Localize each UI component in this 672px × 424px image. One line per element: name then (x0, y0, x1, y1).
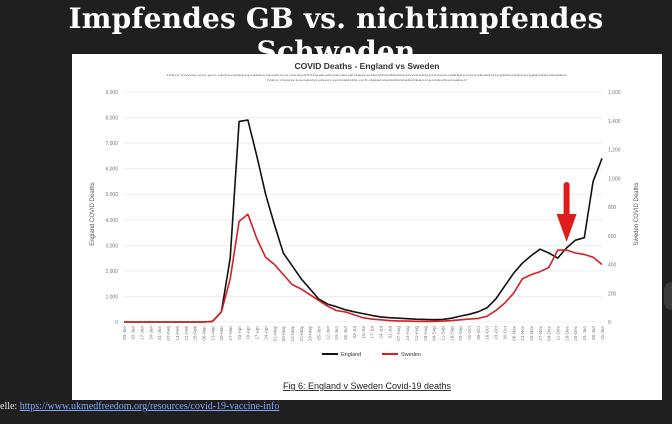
x-tick-label: 21-Aug (414, 326, 419, 341)
x-tick-label: 03-Jul (352, 326, 357, 339)
slide-title: Impfendes GB vs. nichtimpfendes Schweden (68, 2, 604, 68)
left-tick-label: 3,000 (105, 243, 118, 249)
series-lines (124, 119, 603, 323)
right-tick-label: 1,600 (608, 90, 621, 96)
x-tick-label: 04-Dec (547, 325, 552, 341)
right-tick-label: 200 (608, 291, 617, 297)
right-tick-label: 1,000 (608, 176, 621, 182)
x-tick-label: 28-Feb (193, 326, 198, 341)
figure-caption: Fig 6: England v Sweden Covid-19 deaths (283, 381, 452, 391)
x-tick-label: 17-Jul (370, 326, 375, 339)
x-tick-label: 23-Oct (494, 325, 499, 340)
legend-label: England (341, 352, 361, 358)
x-tick-label: 10-Jan (131, 326, 136, 340)
x-tick-label: 06-Mar (201, 326, 206, 341)
x-tick-label: 24-Apr (263, 326, 268, 340)
left-tick-label: 6,000 (105, 167, 118, 173)
x-tick-label: 15-Jan (600, 326, 605, 340)
series-line-sweden (124, 213, 603, 323)
right-tick-label: 800 (608, 205, 617, 211)
gridlines (124, 91, 602, 323)
x-tick-label: 12-Jun (325, 326, 330, 340)
x-tick-label: 11-Dec (556, 325, 561, 340)
chart-legend: England Sweden (322, 352, 421, 358)
left-tick-label: 8,000 (105, 116, 118, 122)
x-tick-label: 01-May (272, 325, 277, 341)
x-tick-label: 05-Jun (317, 326, 322, 340)
x-tick-label: 17-Jan (140, 326, 145, 340)
x-tick-label: 22-May (299, 325, 304, 341)
right-tick-label: 600 (608, 234, 617, 240)
left-axis-ticks: 0 1,000 2,000 3,000 4,000 5,000 6,000 7,000 8,00… (105, 90, 118, 326)
x-tick-label: 31-Jan (157, 326, 162, 340)
x-tick-label: 18-Sep (449, 326, 454, 341)
x-tick-label: 13-Mar (210, 326, 215, 341)
x-tick-label: 18-Dec (564, 325, 569, 341)
x-tick-label: 24-Jul (379, 326, 384, 339)
x-tick-label: 15-May (290, 325, 295, 341)
left-tick-label: 1,000 (105, 294, 118, 300)
left-tick-label: 5,000 (105, 192, 118, 198)
x-tick-label: 29-May (308, 325, 313, 341)
left-tick-label: 9,000 (105, 90, 118, 96)
left-axis-label: England COVID Deaths (90, 182, 96, 245)
legend-label: Sweden (401, 352, 421, 358)
x-tick-label: 20-Mar (219, 326, 224, 341)
x-tick-label: 28-Aug (423, 326, 428, 341)
x-axis-ticks: 03-Jan 10-Jan 17-Jan 24-Jan 31-Jan 07-Feb 14-F… (122, 325, 605, 341)
x-tick-label: 16-Oct (485, 325, 490, 340)
x-tick-label: 26-Jun (343, 326, 348, 340)
annotation-group (556, 182, 577, 242)
x-tick-label: 14-Aug (405, 326, 410, 341)
x-tick-label: 03-Jan (122, 326, 127, 340)
x-tick-label: 30-Oct (502, 325, 507, 340)
x-tick-label: 10-Jul (361, 326, 366, 339)
left-tick-label: 0 (115, 320, 118, 326)
x-tick-label: 24-Jan (148, 326, 153, 340)
right-axis-ticks: 0 200 400 600 800 1,000 1,200 1,400 1,600 (608, 90, 621, 326)
x-tick-label: 17-Apr (255, 326, 260, 340)
x-tick-label: 27-Mar (228, 326, 233, 341)
right-axis-label: Sweden COVID Deaths (634, 182, 640, 245)
x-tick-label: 10-Apr (246, 326, 251, 340)
x-tick-label: 08-Jan (591, 326, 596, 340)
x-tick-label: 09-Oct (476, 325, 481, 340)
covid-deaths-chart: COVID Deaths - England vs Sweden https:/… (90, 61, 640, 391)
x-tick-label: 01-Jan (582, 326, 587, 340)
x-tick-label: 31-Jul (387, 326, 392, 339)
left-tick-label: 4,000 (105, 218, 118, 224)
right-tick-label: 0 (608, 320, 611, 326)
chart-title: COVID Deaths - England vs Sweden (294, 61, 439, 71)
x-tick-label: 14-Feb (175, 326, 180, 341)
x-tick-label: 06-Nov (511, 325, 516, 341)
left-tick-label: 2,000 (105, 269, 118, 275)
x-tick-label: 02-Oct (467, 325, 472, 340)
x-tick-label: 21-Feb (184, 326, 189, 341)
source-link[interactable]: https://www.ukmedfreedom.org/resources/c… (19, 401, 280, 412)
x-tick-label: 20-Nov (529, 325, 534, 341)
source-label: elle: (0, 401, 18, 412)
x-tick-label: 08-May (281, 325, 286, 341)
chart-subtitle-line-2: https://www.socialstyrelsen.se/statistik… (267, 78, 467, 82)
x-tick-label: 25-Dec (573, 325, 578, 341)
x-tick-label: 04-Sep (432, 326, 437, 341)
series-line-england (124, 119, 603, 323)
right-tick-label: 1,200 (608, 148, 621, 154)
x-tick-label: 27-Nov (538, 325, 543, 341)
x-tick-label: 03-Apr (237, 326, 242, 340)
right-tick-label: 400 (608, 263, 617, 269)
x-tick-label: 25-Sep (458, 326, 463, 341)
x-tick-label: 11-Sep (440, 326, 445, 341)
next-slide-tab[interactable] (664, 282, 672, 310)
x-tick-label: 19-Jun (334, 326, 339, 340)
right-tick-label: 1,400 (608, 119, 621, 125)
red-down-arrow-icon (556, 182, 577, 242)
x-tick-label: 07-Feb (166, 326, 171, 341)
chart-subtitle-line-1: https://www.ons.gov.uk/peoplepopulationa… (167, 73, 568, 77)
left-tick-label: 7,000 (105, 141, 118, 147)
chart-card: COVID Deaths - England vs Sweden https:/… (72, 54, 662, 400)
x-tick-label: 13-Nov (520, 325, 525, 341)
source-line: elle: https://www.ukmedfreedom.org/resou… (0, 401, 279, 412)
x-tick-label: 07-Aug (396, 326, 401, 341)
